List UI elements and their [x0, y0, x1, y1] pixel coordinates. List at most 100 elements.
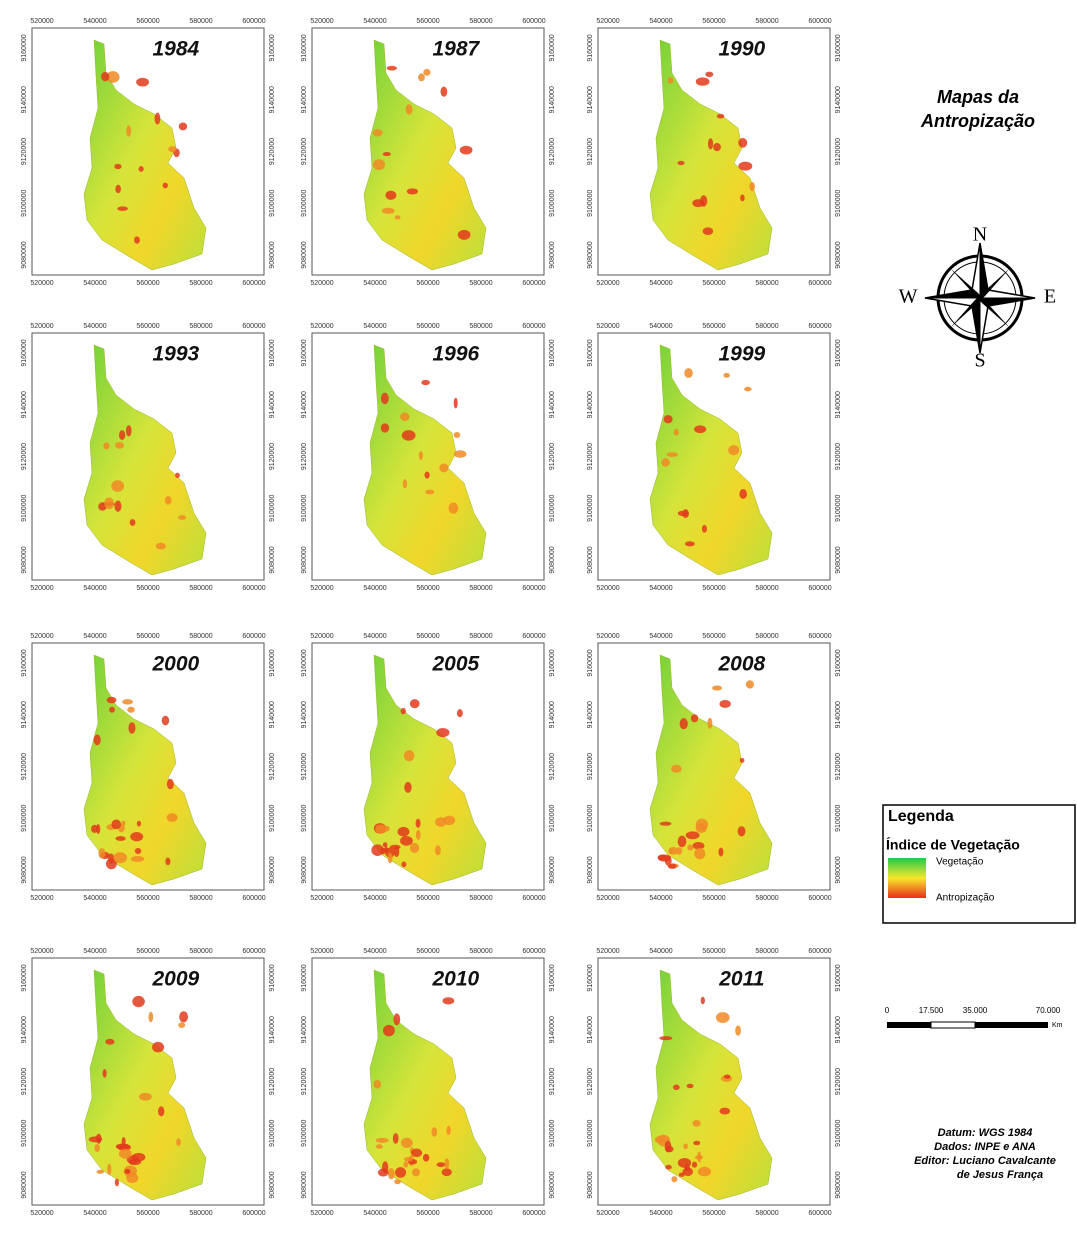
x-tick-label: 560000: [136, 948, 159, 955]
anthropized-patch: [723, 373, 729, 378]
anthropized-patch: [454, 432, 460, 438]
x-tick-label: 600000: [242, 633, 265, 640]
anthropized-patch: [176, 1138, 181, 1146]
x-tick-label: 540000: [83, 633, 106, 640]
x-tick-label: 600000: [522, 323, 545, 330]
anthropized-patch: [702, 525, 707, 533]
panel-year: 1996: [432, 343, 479, 366]
x-tick-label: 600000: [808, 323, 831, 330]
y-tick-label: 9120000: [301, 1068, 308, 1095]
y-tick-label: 9100000: [301, 190, 308, 217]
map-panel: 5200005200005400005400005600005600005800…: [301, 948, 556, 1217]
y-tick-label: 9100000: [587, 495, 594, 522]
anthropized-patch: [115, 836, 125, 841]
anthropized-patch: [139, 166, 144, 172]
panel-year: 2011: [718, 968, 764, 991]
anthropized-patch: [122, 699, 133, 704]
x-tick-label: 540000: [649, 18, 672, 25]
y-tick-label: 9120000: [269, 1068, 276, 1095]
x-tick-label: 580000: [469, 633, 492, 640]
anthropized-patch: [679, 1172, 685, 1177]
x-tick-label: 600000: [808, 280, 831, 287]
y-tick-label: 9120000: [269, 443, 276, 470]
y-tick-label: 9140000: [549, 391, 556, 418]
y-tick-label: 9160000: [301, 339, 308, 366]
x-tick-label: 600000: [522, 585, 545, 592]
anthropized-patch: [387, 66, 397, 71]
anthropized-patch: [738, 138, 747, 148]
y-tick-label: 9080000: [301, 1171, 308, 1198]
anthropized-patch: [418, 73, 425, 81]
anthropized-patch: [137, 821, 141, 827]
anthropized-patch: [115, 442, 124, 449]
anthropized-patch: [175, 473, 180, 478]
scale-label: 17.500: [919, 1006, 944, 1015]
y-tick-label: 9140000: [269, 1016, 276, 1043]
y-tick-label: 9120000: [587, 753, 594, 780]
credits: Datum: WGS 1984 Dados: INPE e ANA Editor…: [914, 1127, 1056, 1181]
y-tick-label: 9160000: [21, 34, 28, 61]
map-panel: 5200005200005400005400005600005600005800…: [587, 948, 842, 1217]
anthropized-patch: [401, 862, 406, 868]
anthropized-patch: [705, 72, 713, 77]
anthropized-patch: [403, 479, 408, 488]
anthropized-patch: [94, 1144, 100, 1152]
x-tick-label: 540000: [363, 1210, 386, 1217]
anthropized-patch: [119, 430, 125, 440]
y-tick-label: 9140000: [269, 86, 276, 113]
x-tick-label: 560000: [416, 633, 439, 640]
x-tick-label: 560000: [702, 895, 725, 902]
x-tick-label: 600000: [808, 1210, 831, 1217]
x-tick-label: 560000: [702, 585, 725, 592]
anthropized-patch: [393, 1013, 400, 1025]
x-tick-label: 560000: [702, 948, 725, 955]
y-tick-label: 9140000: [549, 1016, 556, 1043]
anthropized-patch: [167, 779, 174, 789]
x-tick-label: 580000: [469, 1210, 492, 1217]
y-tick-label: 9100000: [835, 805, 842, 832]
x-tick-label: 520000: [30, 585, 53, 592]
anthropized-patch: [719, 700, 730, 708]
x-tick-label: 560000: [416, 280, 439, 287]
x-tick-label: 560000: [416, 895, 439, 902]
x-tick-label: 600000: [522, 280, 545, 287]
anthropized-patch: [423, 1154, 429, 1162]
anthropized-patch: [101, 72, 109, 81]
anthropized-patch: [436, 728, 449, 737]
y-tick-label: 9120000: [835, 443, 842, 470]
x-tick-label: 580000: [469, 280, 492, 287]
anthropized-patch: [719, 1108, 730, 1115]
y-tick-label: 9160000: [269, 649, 276, 676]
legend: Legenda Índice de Vegetação Vegetação An…: [883, 805, 1075, 923]
y-tick-label: 9080000: [301, 241, 308, 268]
anthropized-patch: [104, 497, 114, 509]
anthropized-patch: [114, 164, 121, 169]
anthropized-patch: [131, 856, 144, 862]
y-tick-label: 9080000: [835, 546, 842, 573]
anthropized-patch: [443, 997, 455, 1004]
y-tick-label: 9120000: [549, 138, 556, 165]
anthropized-patch: [695, 1155, 703, 1159]
y-tick-label: 9120000: [301, 753, 308, 780]
legend-subtitle: Índice de Vegetação: [886, 837, 1020, 853]
x-tick-label: 540000: [83, 18, 106, 25]
y-tick-label: 9140000: [587, 701, 594, 728]
anthropized-patch: [421, 380, 430, 385]
anthropized-patch: [127, 707, 135, 713]
x-tick-label: 520000: [596, 18, 619, 25]
anthropized-patch: [134, 236, 140, 243]
anthropized-patch: [664, 415, 673, 423]
y-tick-label: 9140000: [21, 1016, 28, 1043]
anthropized-patch: [398, 827, 410, 837]
anthropized-patch: [677, 161, 684, 165]
anthropized-patch: [665, 1165, 672, 1170]
anthropized-patch: [703, 227, 714, 235]
anthropized-patch: [667, 452, 679, 457]
anthropized-patch: [692, 1162, 697, 1168]
x-tick-label: 520000: [310, 633, 333, 640]
anthropized-patch: [442, 1168, 452, 1176]
map-panels: 520000 520000 540000 540000 560000 560000 5800…: [21, 18, 842, 1217]
x-tick-label: 580000: [755, 895, 778, 902]
anthropized-patch: [718, 848, 723, 857]
anthropized-patch: [395, 1167, 406, 1178]
